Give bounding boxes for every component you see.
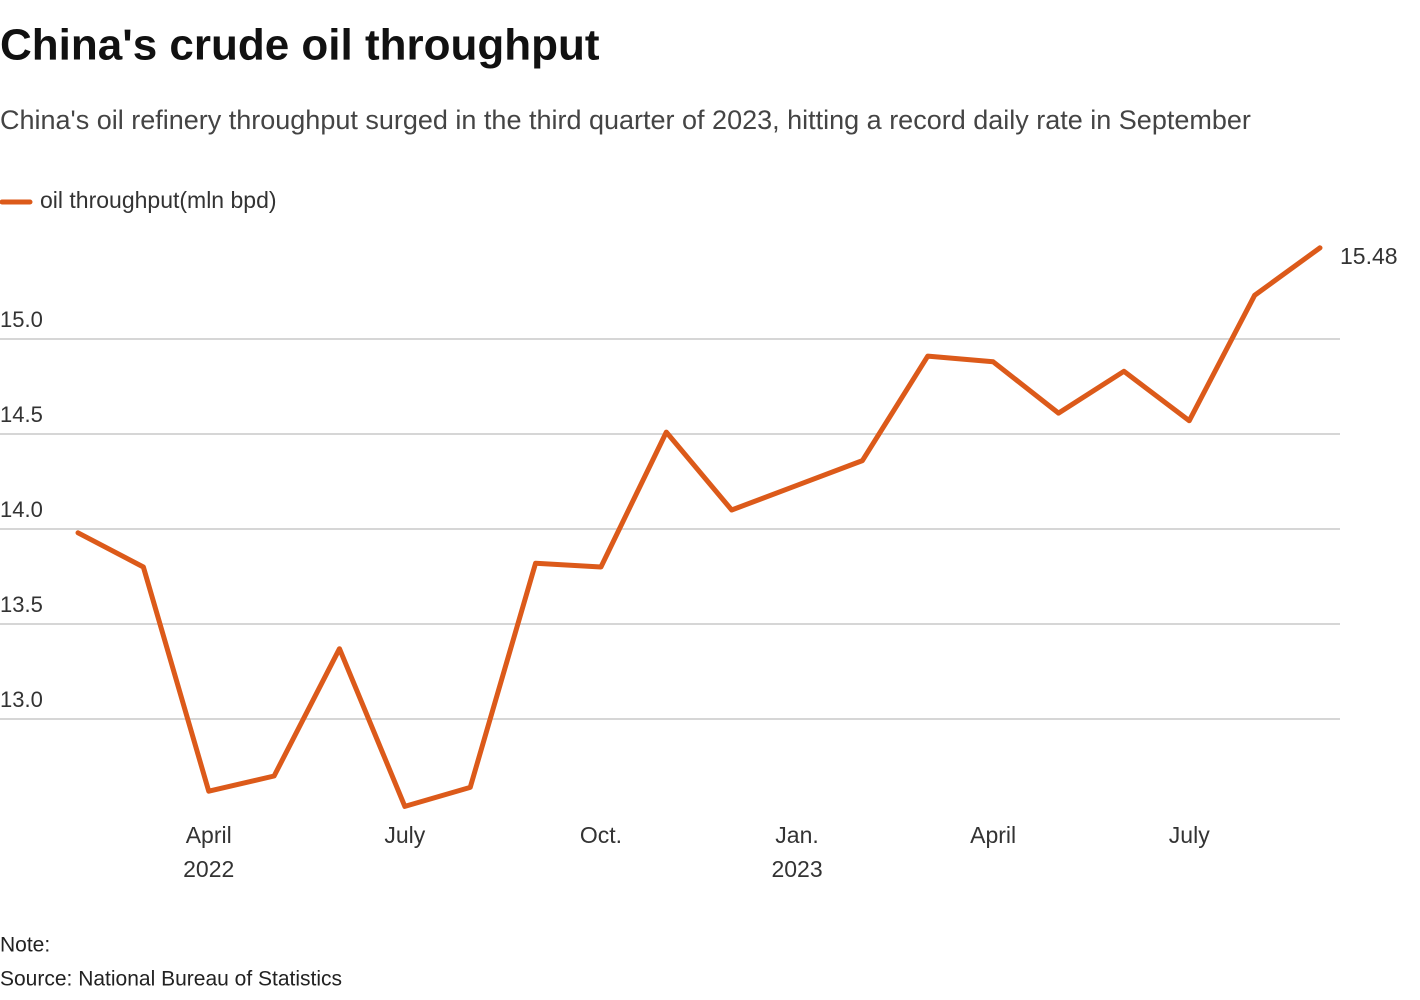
x-tick-label: Oct.	[580, 822, 622, 848]
y-tick-label: 14.5	[0, 402, 43, 427]
x-tick-label: April	[970, 822, 1016, 848]
chart-subtitle: China's oil refinery throughput surged i…	[0, 105, 1251, 135]
y-tick-label: 13.0	[0, 687, 43, 712]
y-tick-label: 13.5	[0, 592, 43, 617]
note: Note:	[0, 934, 50, 957]
x-tick-label: July	[1169, 822, 1210, 848]
x-tick-label: April 2022	[183, 822, 234, 882]
x-tick-label: July	[384, 822, 425, 848]
chart-title: China's crude oil throughput	[0, 21, 600, 70]
y-tick-label: 15.0	[0, 307, 43, 332]
legend-label: oil throughput(mln bpd)	[40, 187, 277, 213]
source: Source: National Bureau of Statistics	[0, 968, 342, 991]
data-line	[75, 245, 1323, 809]
x-tick-label: Jan. 2023	[771, 822, 822, 882]
data-label: 15.48	[1340, 243, 1398, 269]
y-tick-label: 14.0	[0, 497, 43, 522]
